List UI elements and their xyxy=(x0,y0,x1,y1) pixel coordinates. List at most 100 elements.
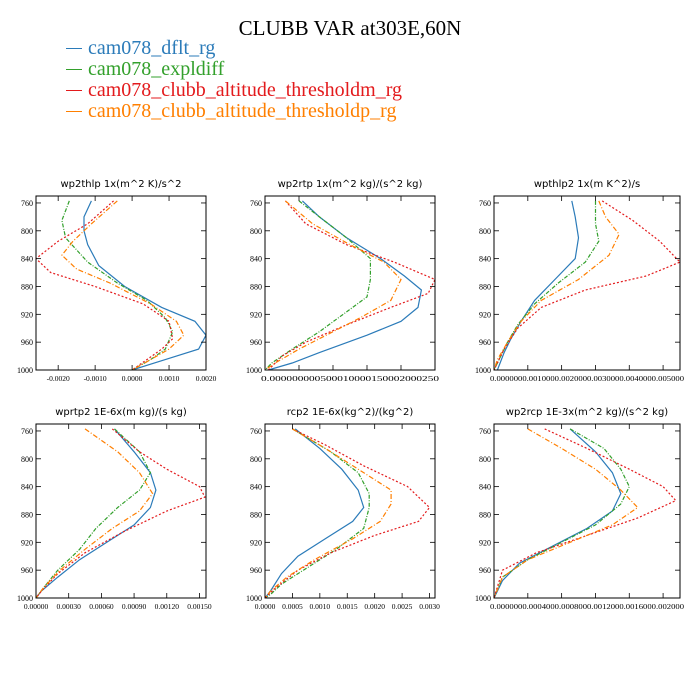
y-tick-label: 840 xyxy=(250,483,262,492)
y-tick-label: 1000 xyxy=(246,366,262,375)
series-line xyxy=(36,428,152,598)
y-tick-label: 880 xyxy=(250,282,262,291)
y-tick-label: 840 xyxy=(479,483,491,492)
series-line xyxy=(494,428,639,598)
y-tick-label: 840 xyxy=(21,255,33,264)
y-tick-label: 960 xyxy=(21,566,33,575)
y-tick-label: 960 xyxy=(250,338,262,347)
y-tick-label: 960 xyxy=(250,566,262,575)
x-tick-label: 0.0010 xyxy=(159,374,180,383)
y-tick-label: 800 xyxy=(250,227,262,236)
y-tick-label: 920 xyxy=(479,310,491,319)
y-tick-label: 760 xyxy=(479,427,491,436)
legend-label: cam078_expldiff xyxy=(88,58,225,80)
legend-entry: cam078_clubb_altitude_thresholdp_rg xyxy=(66,100,402,122)
panel-title: wp2rtp 1x(m^2 kg)/(s^2 kg) xyxy=(278,179,423,190)
y-tick-label: 1000 xyxy=(475,366,491,375)
series-line xyxy=(265,200,402,370)
legend-entry: cam078_expldiff xyxy=(66,58,402,80)
x-tick-label: 0.0025 xyxy=(392,602,413,611)
y-tick-label: 1000 xyxy=(475,594,491,603)
panel-title: wp2rcp 1E-3x(m^2 kg)/(s^2 kg) xyxy=(506,407,669,418)
legend-line-icon xyxy=(66,90,82,91)
x-tick-label: 0.0000 xyxy=(122,374,143,383)
chart-panel: wp2thlp 1x(m^2 K)/s^2 760 800 840 880 920 960 1… xyxy=(17,179,217,383)
y-tick-label: 840 xyxy=(250,255,262,264)
x-tick-label: 0.00000 xyxy=(24,602,49,611)
x-tick-label: -0.0010 xyxy=(84,374,107,383)
y-tick-label: 960 xyxy=(21,338,33,347)
legend-line-icon xyxy=(66,48,82,49)
series-line xyxy=(61,200,174,370)
x-tick-label: 0.0020 xyxy=(364,602,385,611)
x-tick-label: 0.0020 xyxy=(196,374,217,383)
plot-frame xyxy=(35,423,207,599)
y-tick-label: 760 xyxy=(21,199,33,208)
y-tick-label: 840 xyxy=(21,483,33,492)
y-tick-label: 760 xyxy=(21,427,33,436)
x-tick-label: 0.0010 xyxy=(310,602,331,611)
chart-panel: rcp2 1E-6x(kg^2)/(kg^2) 760 800 840 880 920 96… xyxy=(246,407,440,611)
series-line xyxy=(494,200,680,370)
y-tick-label: 760 xyxy=(250,199,262,208)
panel-title: rcp2 1E-6x(kg^2)/(kg^2) xyxy=(287,407,414,418)
plot-frame xyxy=(493,423,681,599)
series-line xyxy=(267,200,435,370)
series-line xyxy=(36,428,157,598)
legend-line-icon xyxy=(66,111,82,112)
legend-label: cam078_clubb_altitude_thresholdp_rg xyxy=(88,100,397,122)
y-tick-label: 800 xyxy=(479,227,491,236)
chart-panel: wp2rtp 1x(m^2 kg)/(s^2 kg) 760 800 840 880 92… xyxy=(246,179,439,383)
x-tick-label: 0.0030 xyxy=(419,602,440,611)
y-tick-label: 760 xyxy=(250,427,262,436)
y-tick-label: 840 xyxy=(479,255,491,264)
series-line xyxy=(265,428,431,598)
y-tick-label: 960 xyxy=(479,338,491,347)
y-tick-label: 1000 xyxy=(246,594,262,603)
y-tick-label: 800 xyxy=(250,455,262,464)
series-line xyxy=(265,428,365,598)
x-tick-label: 0.000000000500010000150002000250 xyxy=(261,374,439,383)
x-tick-label: 0.0000000.0010000.0020000.0030000.004000… xyxy=(490,374,684,383)
y-tick-label: 1000 xyxy=(17,366,33,375)
plot-frame xyxy=(493,195,681,371)
y-tick-label: 880 xyxy=(21,510,33,519)
x-tick-label: 0.00090 xyxy=(122,602,147,611)
series-line xyxy=(61,200,185,370)
x-tick-label: -0.0020 xyxy=(47,374,70,383)
series-line xyxy=(494,428,630,598)
x-tick-label: 0.00060 xyxy=(89,602,114,611)
chart-panel: wpthlp2 1x(m K^2)/s 760 800 840 880 920 960 100… xyxy=(475,179,684,383)
page-title: CLUBB VAR at303E,60N xyxy=(238,16,462,40)
panel-title: wp2thlp 1x(m^2 K)/s^2 xyxy=(60,179,181,190)
plot-frame xyxy=(264,195,436,371)
x-tick-label: 0.0000 xyxy=(255,602,276,611)
series-line xyxy=(36,200,174,370)
y-tick-label: 920 xyxy=(250,310,262,319)
x-tick-label: 0.00120 xyxy=(155,602,180,611)
series-line xyxy=(268,200,423,370)
y-tick-label: 960 xyxy=(479,566,491,575)
series-line xyxy=(496,200,580,370)
series-line xyxy=(36,428,206,598)
series-line xyxy=(265,200,371,370)
y-tick-label: 920 xyxy=(21,310,33,319)
y-tick-label: 880 xyxy=(250,510,262,519)
series-line xyxy=(494,200,600,370)
legend-entry: cam078_clubb_altitude_thresholdm_rg xyxy=(66,79,403,101)
series-line xyxy=(494,428,677,598)
y-tick-label: 1000 xyxy=(17,594,33,603)
y-tick-label: 800 xyxy=(479,455,491,464)
legend-line-icon xyxy=(66,69,82,70)
y-tick-label: 880 xyxy=(479,510,491,519)
plot-frame xyxy=(264,423,436,599)
legend-label: cam078_clubb_altitude_thresholdm_rg xyxy=(88,79,403,101)
x-tick-label: 0.0005 xyxy=(282,602,303,611)
x-tick-label: 0.0015 xyxy=(337,602,358,611)
y-tick-label: 880 xyxy=(479,282,491,291)
legend-label: cam078_dflt_rg xyxy=(88,37,216,59)
series-line xyxy=(494,428,622,598)
series-line xyxy=(494,200,620,370)
panel-title: wprtp2 1E-6x(m kg)/(s kg) xyxy=(55,407,187,418)
